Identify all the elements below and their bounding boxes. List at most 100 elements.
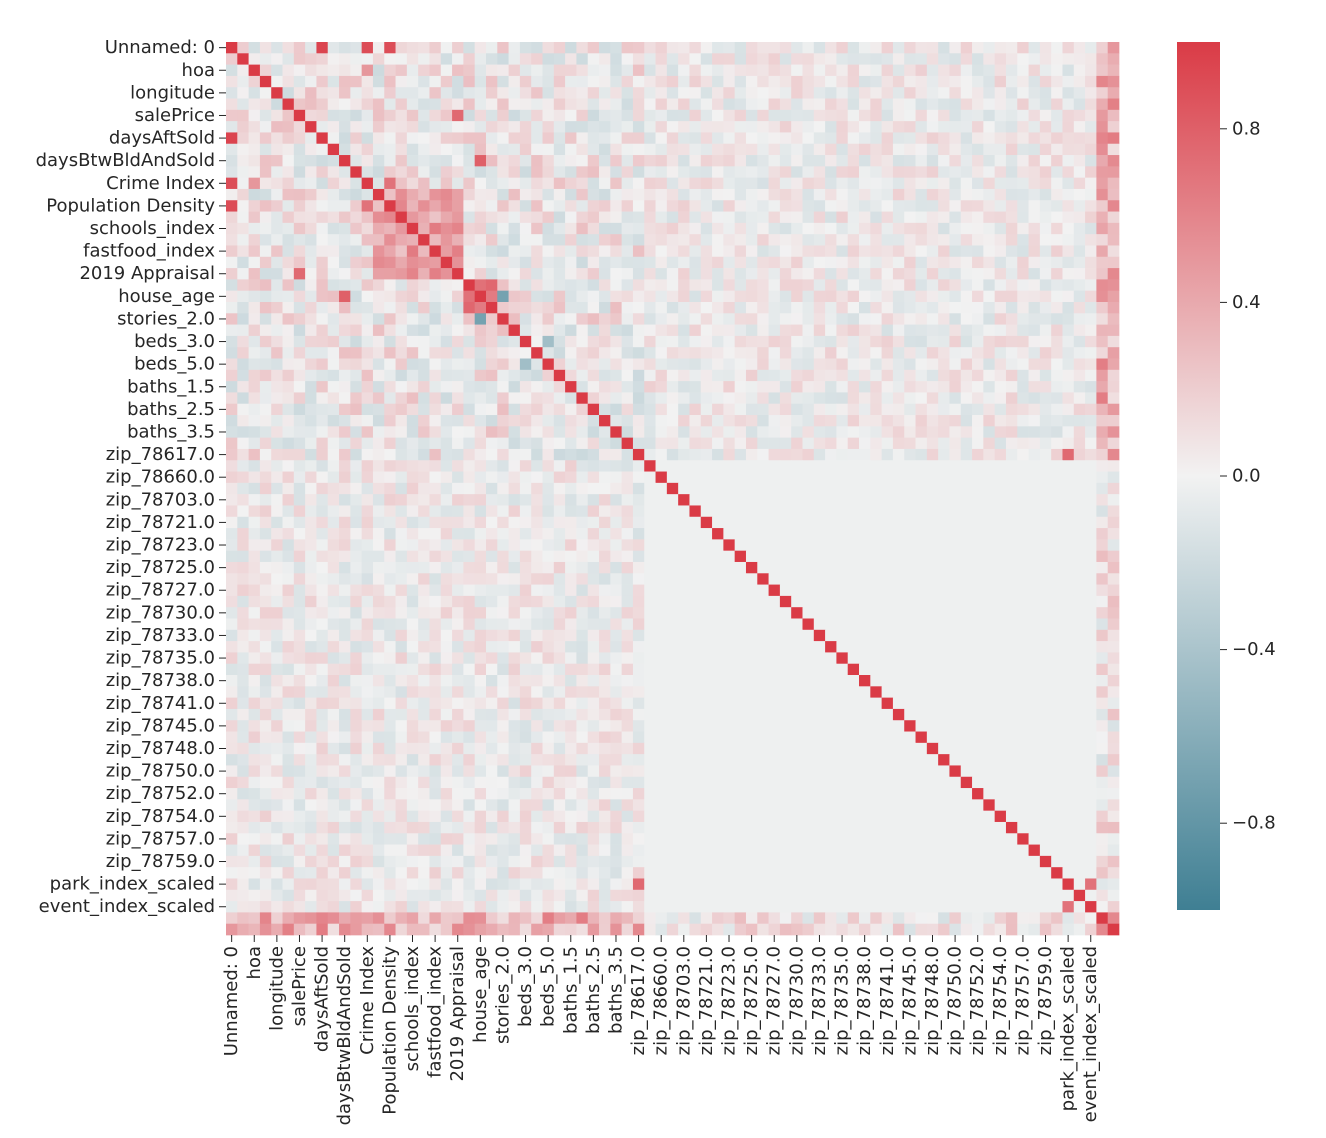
heatmap-cell — [519, 528, 532, 540]
heatmap-cell — [926, 324, 939, 337]
heatmap-cell — [938, 697, 950, 710]
heatmap-cell — [248, 539, 261, 552]
heatmap-cell — [949, 188, 962, 201]
heatmap-cell — [248, 505, 261, 518]
heatmap-cell — [678, 301, 690, 314]
heatmap-cell — [485, 437, 498, 450]
heatmap-cell — [519, 720, 532, 732]
heatmap-cell — [836, 516, 849, 529]
heatmap-cell — [474, 505, 487, 518]
heatmap-cell — [994, 279, 1007, 292]
heatmap-cell — [553, 742, 566, 755]
heatmap-cell — [463, 426, 476, 438]
heatmap-cell — [949, 222, 962, 235]
heatmap-cell — [1051, 482, 1063, 495]
heatmap-cell — [938, 381, 950, 393]
heatmap-cell — [745, 64, 758, 77]
heatmap-cell — [599, 234, 611, 246]
heatmap-cell — [938, 53, 950, 65]
heatmap-cell — [904, 595, 916, 608]
heatmap-cell — [1073, 415, 1086, 427]
heatmap-cell — [248, 663, 261, 676]
heatmap-cell — [926, 720, 939, 732]
heatmap-cell — [802, 607, 815, 619]
heatmap-cell — [949, 301, 962, 314]
heatmap-cell — [508, 437, 521, 450]
heatmap-cell — [655, 155, 668, 167]
heatmap-cell — [870, 528, 882, 540]
heatmap-cell — [836, 641, 849, 653]
heatmap-cell — [1107, 595, 1120, 608]
heatmap-cell — [474, 561, 487, 574]
heatmap-cell — [734, 121, 747, 133]
heatmap-cell — [463, 663, 476, 676]
heatmap-cell — [1017, 132, 1029, 145]
heatmap-cell — [350, 234, 362, 246]
heatmap-cell — [372, 290, 385, 303]
heatmap-cell — [949, 595, 962, 608]
heatmap-cell — [1039, 437, 1052, 450]
heatmap-cell — [418, 675, 430, 687]
heatmap-cell — [259, 200, 272, 212]
heatmap-cell — [700, 109, 713, 122]
heatmap-cell — [870, 188, 882, 201]
heatmap-cell — [576, 155, 589, 167]
heatmap-cell — [791, 211, 803, 224]
heatmap-cell — [926, 550, 939, 563]
heatmap-cell — [531, 539, 543, 552]
heatmap-cell — [757, 132, 769, 145]
heatmap-cell — [983, 177, 995, 190]
heatmap-cell — [700, 629, 713, 642]
heatmap-cell — [632, 143, 645, 156]
heatmap-cell — [621, 629, 634, 642]
heatmap-cell — [327, 629, 340, 642]
heatmap-cell — [666, 177, 679, 190]
heatmap-cell — [949, 121, 962, 133]
heatmap-cell — [519, 426, 532, 438]
heatmap-cell — [994, 686, 1007, 698]
heatmap-cell — [859, 584, 871, 597]
heatmap-cell — [587, 584, 600, 597]
heatmap-cell — [226, 132, 238, 145]
heatmap-cell — [972, 471, 984, 484]
heatmap-cell — [847, 528, 860, 540]
heatmap-cell — [949, 550, 962, 563]
heatmap-cell — [712, 301, 724, 314]
heatmap-cell — [372, 708, 385, 721]
heatmap-cell — [485, 200, 498, 212]
heatmap-cell — [485, 584, 498, 597]
heatmap-cell — [395, 222, 408, 235]
heatmap-cell — [1096, 448, 1109, 461]
heatmap-cell — [678, 109, 690, 122]
heatmap-cell — [418, 75, 430, 88]
heatmap-cell — [813, 437, 826, 450]
heatmap-cell — [248, 64, 261, 77]
heatmap-cell — [745, 550, 758, 563]
heatmap-cell — [757, 301, 769, 314]
heatmap-cell — [904, 516, 916, 529]
heatmap-cell — [644, 629, 656, 642]
heatmap-cell — [972, 415, 984, 427]
heatmap-cell — [226, 697, 238, 710]
heatmap-cell — [485, 290, 498, 303]
heatmap-cell — [599, 641, 611, 653]
heatmap-cell — [632, 268, 645, 280]
heatmap-cell — [248, 177, 261, 190]
heatmap-cell — [757, 437, 769, 450]
heatmap-cell — [825, 494, 837, 506]
heatmap-cell — [339, 381, 351, 393]
heatmap-cell — [994, 369, 1007, 382]
heatmap-cell — [542, 516, 555, 529]
heatmap-cell — [768, 347, 781, 359]
heatmap-cell — [666, 290, 679, 303]
heatmap-cell — [565, 528, 577, 540]
heatmap-cell — [881, 279, 894, 292]
heatmap-cell — [1062, 641, 1075, 653]
heatmap-cell — [847, 494, 860, 506]
heatmap-cell — [621, 256, 634, 269]
heatmap-cell — [972, 494, 984, 506]
heatmap-cell — [926, 155, 939, 167]
heatmap-cell — [994, 448, 1007, 461]
heatmap-cell — [960, 505, 973, 518]
heatmap-cell — [892, 222, 905, 235]
